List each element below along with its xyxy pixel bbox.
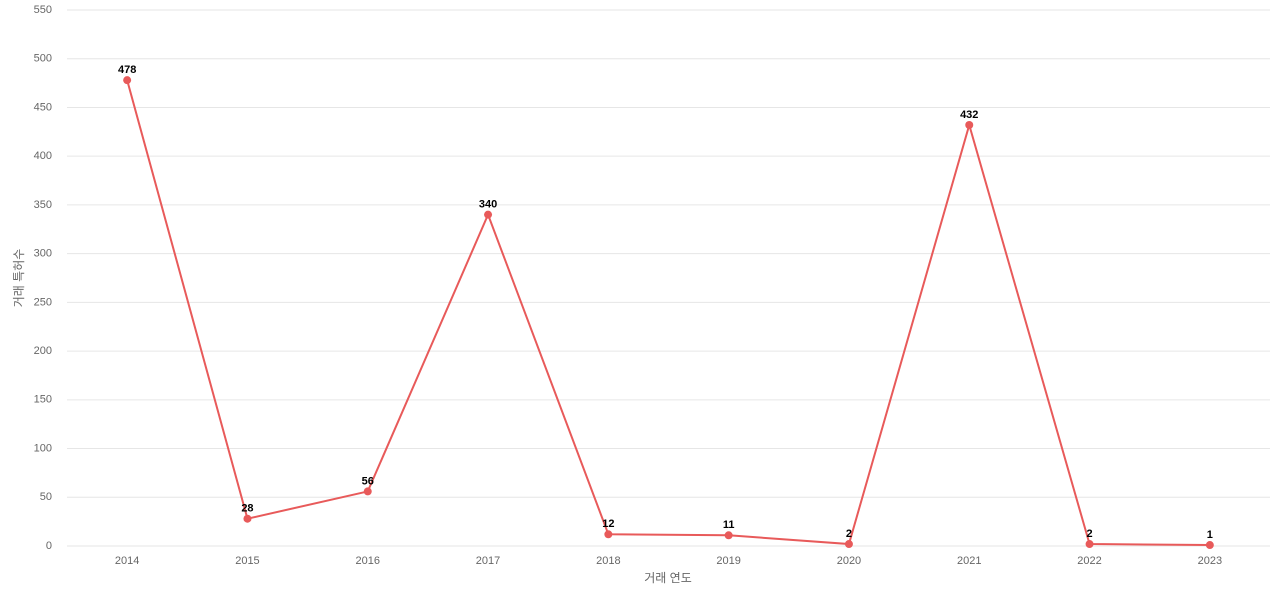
y-tick-label: 50 xyxy=(40,491,52,503)
y-tick-label: 150 xyxy=(34,394,52,406)
x-tick-label: 2019 xyxy=(716,555,740,567)
point xyxy=(844,540,853,549)
value-label: 340 xyxy=(479,199,497,211)
x-tick-label: 2022 xyxy=(1077,555,1101,567)
value-label: 11 xyxy=(723,519,735,531)
y-tick-label: 500 xyxy=(34,53,52,65)
point xyxy=(965,120,974,129)
y-tick-label: 100 xyxy=(34,442,52,454)
value-label: 432 xyxy=(960,109,978,121)
y-tick-label: 450 xyxy=(34,101,52,113)
point xyxy=(123,76,132,85)
point xyxy=(724,531,733,540)
x-tick-label: 2016 xyxy=(356,555,380,567)
line xyxy=(126,79,1210,547)
point xyxy=(604,530,613,539)
point xyxy=(1205,541,1214,550)
value-label: 478 xyxy=(118,64,136,76)
y-tick-label: 200 xyxy=(34,345,52,357)
x-tick-label: 2015 xyxy=(235,555,259,567)
y-axis-title: 거래 특허수 xyxy=(12,249,26,308)
point xyxy=(243,514,252,523)
x-tick-label: 2020 xyxy=(837,555,861,567)
y-tick-label: 550 xyxy=(34,4,52,16)
value-label: 28 xyxy=(241,503,253,515)
y-tick-label: 350 xyxy=(34,199,52,211)
value-label: 2 xyxy=(846,528,852,540)
x-tick-label: 2018 xyxy=(596,555,620,567)
y-tick-label: 400 xyxy=(34,150,52,162)
y-tick-label: 0 xyxy=(46,540,52,552)
y-tick-label: 250 xyxy=(34,296,52,308)
point xyxy=(484,210,493,219)
value-label: 56 xyxy=(362,475,374,487)
y-tick-label: 300 xyxy=(34,248,52,260)
x-tick-label: 2014 xyxy=(115,555,139,567)
value-label: 12 xyxy=(602,518,614,530)
x-tick-label: 2021 xyxy=(957,555,981,567)
x-axis-title: 거래 연도 xyxy=(644,571,692,585)
point xyxy=(363,487,372,496)
value-label: 2 xyxy=(1086,528,1092,540)
x-tick-label: 2017 xyxy=(476,555,500,567)
value-label: 1 xyxy=(1207,529,1213,541)
x-tick-label: 2023 xyxy=(1198,555,1222,567)
point xyxy=(1085,540,1094,549)
